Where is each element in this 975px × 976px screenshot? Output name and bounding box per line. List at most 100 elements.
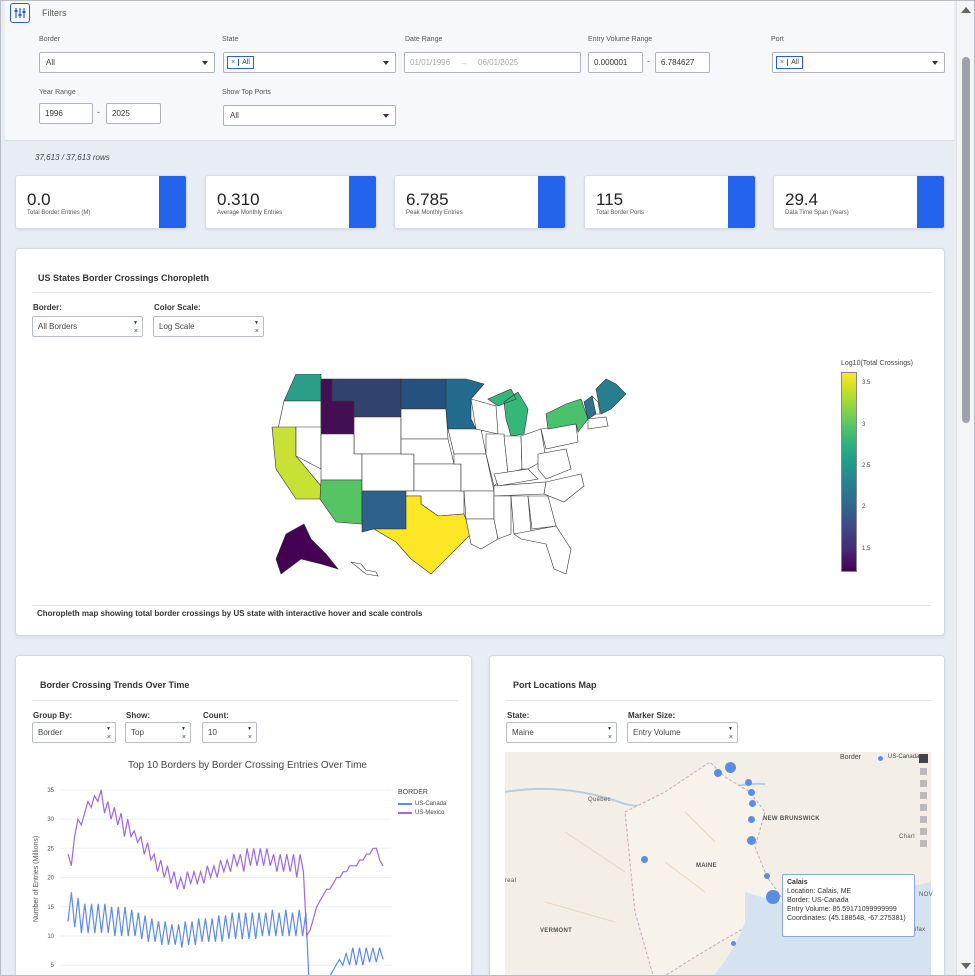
show-value: Top xyxy=(131,728,144,737)
state-louisiana[interactable] xyxy=(465,518,499,550)
sliders-icon[interactable] xyxy=(10,3,30,23)
state-minnesota[interactable] xyxy=(445,378,485,430)
state-kansas[interactable] xyxy=(413,463,462,492)
tooltip-title: Calais xyxy=(787,879,808,886)
state-florida[interactable] xyxy=(513,525,572,575)
clear-icon[interactable]: × xyxy=(607,734,612,741)
color-scale-dropdown[interactable]: Log Scale ▼ × xyxy=(153,316,264,337)
port-marker[interactable] xyxy=(747,836,756,845)
scrollbar-thumb[interactable] xyxy=(962,57,970,423)
state-new-mexico[interactable] xyxy=(361,490,407,533)
clear-icon[interactable]: × xyxy=(133,328,138,335)
vertical-scrollbar[interactable] xyxy=(956,1,974,975)
clear-icon[interactable]: × xyxy=(254,328,259,335)
state-arkansas[interactable] xyxy=(463,490,495,520)
state-south-dakota[interactable] xyxy=(400,408,449,440)
state-hawaii[interactable] xyxy=(350,561,379,577)
date-range-picker[interactable]: 01/01/1996 → 06/01/2025 xyxy=(404,52,581,73)
chevron-down-icon xyxy=(202,61,208,65)
chip-remove-icon[interactable]: × xyxy=(228,59,240,66)
state-chip[interactable]: × All xyxy=(227,56,254,69)
state-dropdown[interactable]: Maine ▼ × xyxy=(506,722,617,743)
state-michigan[interactable] xyxy=(487,388,529,437)
top-ports-select[interactable]: All xyxy=(223,105,396,126)
clear-icon[interactable]: × xyxy=(728,734,733,741)
state-washington[interactable] xyxy=(283,374,322,402)
marker-size-dropdown[interactable]: Entry Volume ▼ × xyxy=(627,722,738,743)
state-colorado[interactable] xyxy=(361,453,415,492)
kpi-accent-bar xyxy=(538,176,565,228)
state-new-hampshire[interactable] xyxy=(591,395,601,415)
year-start-input[interactable]: 1996 xyxy=(39,103,93,124)
series-line-us-mexico[interactable] xyxy=(67,789,384,939)
port-marker[interactable] xyxy=(725,762,736,773)
chip-remove-icon[interactable]: × xyxy=(777,59,789,66)
entry-volume-min[interactable]: 0.000001 xyxy=(588,52,643,73)
state-arizona[interactable] xyxy=(319,479,363,525)
pan-icon[interactable] xyxy=(919,804,927,811)
border-filter-label: Border xyxy=(39,36,61,43)
state-pennsylvania[interactable] xyxy=(540,423,579,450)
state-iowa[interactable] xyxy=(447,428,487,455)
state-maine[interactable] xyxy=(595,378,626,415)
map-legend-item[interactable]: US-Canada xyxy=(888,754,920,760)
date-end[interactable]: 06/01/2025 xyxy=(478,58,519,67)
state-alabama[interactable] xyxy=(510,495,532,535)
port-map[interactable]: Québec NEW BRUNSWICK MAINE VERMONT Charl… xyxy=(505,752,933,975)
state-carolinas[interactable] xyxy=(543,473,585,503)
legend-item[interactable]: US-Mexico xyxy=(398,810,444,816)
state-new-york[interactable] xyxy=(545,398,589,433)
state-alaska[interactable] xyxy=(275,523,339,575)
zoom-out-icon[interactable] xyxy=(919,780,927,787)
port-marker[interactable] xyxy=(749,800,756,807)
series-line-us-canada[interactable] xyxy=(67,892,384,976)
zoom-in-icon[interactable] xyxy=(919,768,927,775)
count-dropdown[interactable]: 10 ▼ × xyxy=(202,722,257,743)
border-dropdown[interactable]: All Borders ▼ × xyxy=(32,316,143,337)
state-select[interactable]: × All xyxy=(223,52,396,73)
legend-item[interactable]: US-Canada xyxy=(398,801,446,807)
port-marker[interactable] xyxy=(764,873,770,879)
port-select[interactable]: × All xyxy=(772,52,945,73)
group-by-dropdown[interactable]: Border ▼ × xyxy=(32,722,116,743)
home-icon[interactable] xyxy=(919,792,927,799)
port-marker[interactable] xyxy=(748,816,755,823)
state-virginia[interactable] xyxy=(537,448,572,480)
lasso-icon[interactable] xyxy=(919,828,927,835)
port-marker[interactable] xyxy=(748,789,755,796)
clear-icon[interactable]: × xyxy=(106,734,111,741)
date-start[interactable]: 01/01/1996 xyxy=(410,58,451,67)
port-marker-calais[interactable] xyxy=(766,890,780,904)
year-end-input[interactable]: 2025 xyxy=(106,103,161,124)
trend-line-chart[interactable]: 5 10 15 20 25 30 35 Number of Entries (Millions… xyxy=(16,776,396,976)
state-north-dakota[interactable] xyxy=(400,378,447,410)
filters-header[interactable]: Filters xyxy=(10,3,67,23)
show-dropdown[interactable]: Top ▼ × xyxy=(125,722,191,743)
port-marker[interactable] xyxy=(714,769,722,777)
us-choropleth-map[interactable] xyxy=(266,374,626,579)
scroll-up-icon[interactable] xyxy=(961,7,971,13)
state-kentucky[interactable] xyxy=(493,468,539,487)
state-wyoming[interactable] xyxy=(353,416,402,455)
state-georgia[interactable] xyxy=(527,495,557,530)
camera-icon[interactable] xyxy=(919,840,927,847)
divider xyxy=(32,700,458,701)
kpi-accent-bar xyxy=(349,176,376,228)
port-marker[interactable] xyxy=(641,856,648,863)
box-select-icon[interactable] xyxy=(919,816,927,823)
state-texas[interactable] xyxy=(372,495,472,575)
y-tick-label: 10 xyxy=(47,934,54,940)
state-new-england[interactable] xyxy=(587,416,609,430)
scroll-down-icon[interactable] xyxy=(961,963,971,969)
clear-icon[interactable]: × xyxy=(181,734,186,741)
plotly-logo-icon[interactable] xyxy=(918,754,928,763)
clear-icon[interactable]: × xyxy=(247,734,252,741)
state-mississippi[interactable] xyxy=(493,495,512,540)
entry-volume-max[interactable]: 6.784627 xyxy=(655,52,710,73)
port-chip[interactable]: × All xyxy=(776,56,803,69)
state-dropdown-value: Maine xyxy=(512,728,534,737)
border-select[interactable]: All xyxy=(39,52,215,73)
port-marker[interactable] xyxy=(731,941,736,946)
port-marker[interactable] xyxy=(745,779,752,786)
state-oregon[interactable] xyxy=(277,400,322,430)
